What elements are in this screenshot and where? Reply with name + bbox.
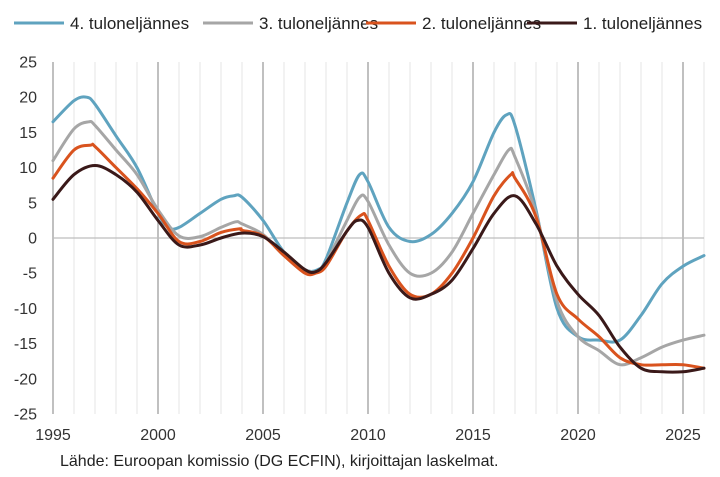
y-tick-label: -25 bbox=[14, 407, 37, 424]
y-axis-ticks: 25 20 15 10 5 0 -5 -10 -15 -20 -25 bbox=[14, 55, 37, 424]
x-tick-label: 2005 bbox=[245, 427, 281, 444]
y-tick-label: 10 bbox=[19, 160, 37, 177]
legend-label-4: 1. tuloneljännes bbox=[583, 14, 702, 33]
y-tick-label: -15 bbox=[14, 336, 37, 353]
y-tick-label: 5 bbox=[28, 195, 37, 212]
x-axis-ticks: 1995 2000 2005 2010 2015 2020 2025 bbox=[35, 427, 701, 444]
x-tick-label: 2015 bbox=[455, 427, 491, 444]
legend-label-3: 2. tuloneljännes bbox=[422, 14, 541, 33]
series-line-1 bbox=[51, 95, 706, 344]
y-tick-label: -5 bbox=[23, 266, 37, 283]
y-tick-label: -20 bbox=[14, 371, 37, 388]
x-tick-label: 2000 bbox=[140, 427, 176, 444]
y-tick-label: 0 bbox=[28, 231, 37, 248]
x-tick-label: 1995 bbox=[35, 427, 71, 444]
x-tick-label: 2025 bbox=[665, 427, 701, 444]
y-tick-label: 15 bbox=[19, 125, 37, 142]
series-line-2 bbox=[51, 119, 706, 367]
legend: 4. tuloneljännes 3. tuloneljännes 2. tulon… bbox=[14, 14, 702, 33]
series-lines bbox=[51, 95, 706, 374]
x-tick-label: 2020 bbox=[560, 427, 596, 444]
series-line-3 bbox=[51, 142, 706, 370]
legend-label-1: 4. tuloneljännes bbox=[70, 14, 189, 33]
y-tick-label: -10 bbox=[14, 301, 37, 318]
y-tick-label: 20 bbox=[19, 90, 37, 107]
source-note: Lähde: Euroopan komissio (DG ECFIN), kir… bbox=[60, 453, 499, 470]
x-tick-label: 2010 bbox=[350, 427, 386, 444]
series-line-4 bbox=[51, 164, 706, 374]
legend-label-2: 3. tuloneljännes bbox=[259, 14, 378, 33]
y-tick-label: 25 bbox=[19, 55, 37, 72]
